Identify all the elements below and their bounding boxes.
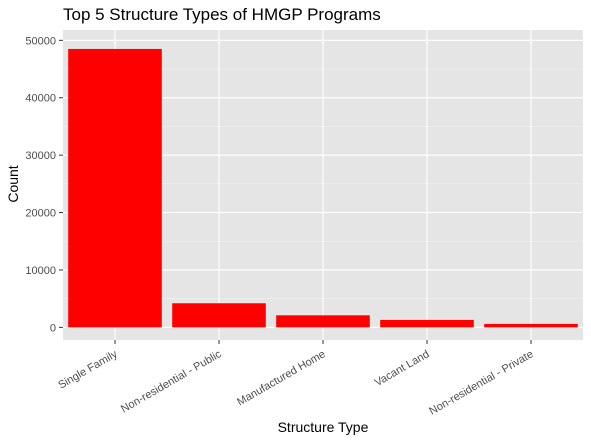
bar (68, 48, 162, 328)
x-tick-label: Non-residential - Private (427, 348, 535, 417)
y-tick-label: 50000 (25, 35, 56, 47)
bar (276, 315, 370, 328)
y-tick-label: 10000 (25, 265, 56, 277)
x-tick-label: Manufactured Home (235, 348, 327, 408)
x-tick-label: Non-residential - Public (119, 348, 224, 416)
x-tick-label: Single Family (56, 348, 120, 392)
x-tick-label: Vacant Land (373, 348, 432, 389)
bar (172, 303, 266, 328)
bars (68, 48, 578, 328)
bar (380, 319, 474, 328)
y-axis-label: Count (5, 165, 21, 202)
y-tick-label: 0 (50, 322, 56, 334)
x-axis-label: Structure Type (278, 419, 369, 435)
chart-title: Top 5 Structure Types of HMGP Programs (63, 5, 381, 24)
y-tick-label: 30000 (25, 150, 56, 162)
bar (484, 323, 578, 328)
y-tick-label: 40000 (25, 93, 56, 105)
y-tick-label: 20000 (25, 208, 56, 220)
y-axis: 0 10000 20000 30000 40000 50000 (25, 35, 63, 334)
x-axis: Single Family Non-residential - Public Man… (56, 340, 536, 418)
